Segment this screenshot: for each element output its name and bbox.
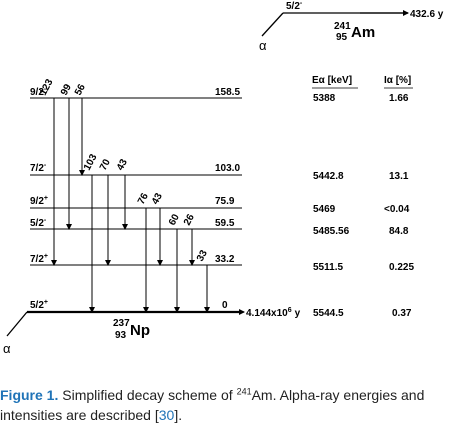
level-spin: 5/2- xyxy=(30,217,47,229)
daughter-alpha-symbol: α xyxy=(3,341,11,356)
level-energy: 103.0 xyxy=(215,163,240,174)
alpha-intensity: 1.66 xyxy=(389,93,409,104)
daughter-nucleus: 237 93 Np xyxy=(113,318,150,341)
alpha-intensity: <0.04 xyxy=(384,204,410,215)
parent-nucleus: 5/2- 432.6 y α 241 95 Am xyxy=(259,0,444,53)
level-energy: 158.5 xyxy=(215,87,240,98)
gamma-label: 43 xyxy=(115,157,130,172)
level-103: 7/2- 103.0 5442.8 13.1 xyxy=(30,162,409,182)
parent-alpha-line xyxy=(261,12,284,37)
gamma-label: 33 xyxy=(195,248,210,263)
gamma-label: 43 xyxy=(150,191,165,206)
parent-spin: 5/2- xyxy=(286,0,303,12)
level-spin: 5/2+ xyxy=(30,299,48,311)
header-alpha-energy: Eα [keV] xyxy=(312,75,352,86)
figure-label: Figure 1. xyxy=(0,387,59,403)
gamma-label: 26 xyxy=(182,212,197,227)
gamma-label: 60 xyxy=(167,212,182,227)
caption-isotope: Am xyxy=(251,387,273,403)
level-59: 5/2- 59.5 5485.56 84.8 xyxy=(30,217,409,237)
level-spin: 9/2- xyxy=(30,86,47,98)
alpha-intensity: 13.1 xyxy=(389,171,409,182)
alpha-energy: 5485.56 xyxy=(313,226,350,237)
level-energy: 75.9 xyxy=(215,196,235,207)
daughter-mass-number: 237 xyxy=(113,318,130,329)
decay-scheme-diagram: 5/2- 432.6 y α 241 95 Am Eα [keV] Iα [%]… xyxy=(3,0,444,356)
alpha-energy: 5544.5 xyxy=(313,308,344,319)
daughter-alpha-line xyxy=(6,311,28,337)
level-energy: 0 xyxy=(222,300,228,311)
daughter-halflife: 4.144x106 y xyxy=(246,307,301,319)
level-33: 7/2+ 33.2 5511.5 0.225 xyxy=(30,253,414,273)
daughter-atomic-number: 93 xyxy=(115,330,127,341)
alpha-energy: 5469 xyxy=(313,204,336,215)
level-76: 9/2+ 75.9 5469 <0.04 xyxy=(30,195,410,215)
level-spin: 7/2+ xyxy=(30,253,48,265)
level-spin: 9/2+ xyxy=(30,195,48,207)
alpha-energy: 5511.5 xyxy=(313,262,343,273)
gamma-label: 56 xyxy=(73,82,88,97)
gamma-label: 123 xyxy=(38,77,56,97)
gamma-label: 76 xyxy=(136,191,151,206)
caption-text-before: Simplified decay scheme of xyxy=(58,387,237,403)
figure-caption: Figure 1. Simplified decay scheme of 241… xyxy=(0,385,467,425)
gamma-label: 70 xyxy=(98,157,113,172)
daughter-symbol: Np xyxy=(130,322,150,339)
caption-text-after: . Alpha-ray energies and intensities are… xyxy=(0,387,425,423)
alpha-intensity: 0.225 xyxy=(389,262,414,273)
gamma-label: 103 xyxy=(82,152,100,172)
alpha-energy: 5442.8 xyxy=(313,171,344,182)
caption-isotope-mass: 241 xyxy=(236,386,252,397)
level-energy: 33.2 xyxy=(215,254,235,265)
level-energy: 59.5 xyxy=(215,218,235,229)
parent-symbol: Am xyxy=(351,24,375,41)
gamma-label: 99 xyxy=(59,82,74,97)
alpha-energy: 5388 xyxy=(313,93,336,104)
gamma-transitions: 123 99 56 103 70 43 76 43 60 26 33 xyxy=(38,77,210,313)
alpha-intensity: 0.37 xyxy=(392,308,412,319)
alpha-intensity: 84.8 xyxy=(389,226,409,237)
caption-reference-link[interactable]: 30 xyxy=(158,407,175,423)
level-158: 9/2- 158.5 5388 1.66 xyxy=(30,86,409,104)
parent-atomic-number: 95 xyxy=(336,32,348,43)
caption-text-end: ]. xyxy=(174,407,183,423)
level-spin: 7/2- xyxy=(30,162,47,174)
header-alpha-intensity: Iα [%] xyxy=(384,75,411,86)
parent-alpha-symbol: α xyxy=(259,38,267,53)
parent-halflife: 432.6 y xyxy=(410,9,444,20)
parent-mass-number: 241 xyxy=(334,21,351,32)
